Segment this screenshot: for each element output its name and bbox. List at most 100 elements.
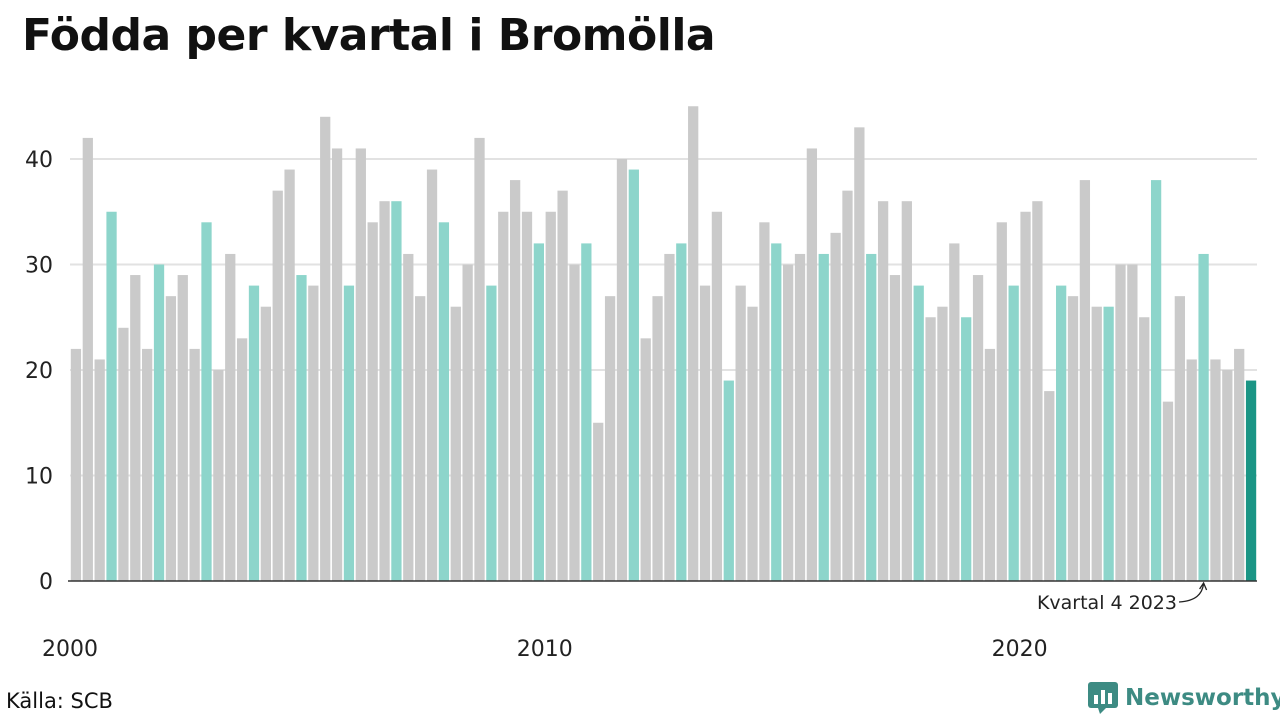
bar xyxy=(877,201,889,581)
bar xyxy=(177,275,188,581)
bars xyxy=(70,106,1257,582)
bar xyxy=(676,243,687,581)
bar xyxy=(1210,359,1221,581)
x-tick-label: 2010 xyxy=(517,637,573,662)
bar xyxy=(248,285,260,581)
bar xyxy=(711,211,723,581)
bar xyxy=(1174,296,1185,581)
bar xyxy=(794,253,806,581)
bar xyxy=(1056,285,1067,581)
bar xyxy=(925,317,936,581)
bar xyxy=(1079,180,1091,581)
newsworthy-logo-icon xyxy=(1088,682,1118,714)
annotation-arrow xyxy=(1178,583,1205,603)
bar xyxy=(391,201,402,581)
bar xyxy=(545,211,556,581)
bar xyxy=(106,211,117,581)
bar xyxy=(581,243,592,581)
bar xyxy=(1186,359,1197,581)
bar xyxy=(415,296,426,581)
bar xyxy=(153,264,165,581)
bar xyxy=(699,285,711,581)
bar xyxy=(331,148,343,581)
bar xyxy=(664,253,675,581)
bar xyxy=(260,306,271,581)
gridlines xyxy=(70,158,1257,477)
bar xyxy=(272,190,283,581)
bar xyxy=(1115,264,1126,581)
bar xyxy=(1044,391,1055,581)
bar xyxy=(438,222,450,582)
bar xyxy=(949,243,960,581)
bar xyxy=(1103,306,1114,581)
x-axis-ticks: 2000 2010 2020 xyxy=(42,637,1048,662)
bar xyxy=(130,275,141,581)
bar xyxy=(818,253,829,581)
bar xyxy=(1245,380,1257,581)
bar xyxy=(913,285,924,581)
bar xyxy=(296,275,307,581)
bar xyxy=(771,243,782,581)
bar xyxy=(1008,285,1019,581)
bar xyxy=(486,285,497,581)
source-label: Källa: SCB xyxy=(6,689,113,713)
bar xyxy=(189,348,200,581)
bar xyxy=(1162,401,1174,581)
chart-title: Födda per kvartal i Bromölla xyxy=(22,10,716,61)
x-tick-label: 2020 xyxy=(992,637,1048,662)
bar xyxy=(509,180,521,581)
annotation-arrowhead xyxy=(1199,581,1208,591)
bar xyxy=(236,338,248,581)
bar xyxy=(569,264,580,581)
bar xyxy=(462,264,473,581)
bar xyxy=(557,190,568,581)
bar xyxy=(1127,264,1138,581)
bar xyxy=(142,348,153,581)
y-tick-label: 30 xyxy=(25,254,53,279)
y-tick-label: 40 xyxy=(25,148,53,173)
bar xyxy=(747,306,758,581)
bar xyxy=(616,159,628,581)
bar xyxy=(996,222,1007,582)
bar xyxy=(735,285,746,581)
bar xyxy=(320,116,331,582)
bar xyxy=(474,137,485,581)
y-tick-label: 0 xyxy=(39,570,53,595)
bar xyxy=(889,275,901,581)
bar xyxy=(403,253,414,581)
bar xyxy=(723,380,734,581)
brand-logo: Newsworthy xyxy=(1088,682,1280,714)
bar xyxy=(94,359,105,581)
bar xyxy=(1067,296,1079,581)
bar xyxy=(343,285,355,581)
brand-name: Newsworthy xyxy=(1125,685,1280,711)
bar xyxy=(604,296,616,581)
y-axis-ticks: 0 10 20 30 40 xyxy=(25,148,53,595)
bar xyxy=(213,370,224,581)
bar xyxy=(688,106,699,581)
bar xyxy=(866,253,877,581)
bar xyxy=(961,317,972,581)
bar xyxy=(1032,201,1043,581)
bar xyxy=(972,275,984,581)
bar xyxy=(1150,180,1162,581)
bar xyxy=(355,148,366,581)
bar xyxy=(284,169,295,582)
bar xyxy=(1234,348,1245,581)
bar xyxy=(498,211,509,581)
bar xyxy=(806,148,818,581)
bar xyxy=(854,127,865,581)
bar xyxy=(1020,211,1031,581)
bar xyxy=(937,306,948,581)
bar xyxy=(1222,370,1233,581)
y-tick-label: 20 xyxy=(25,359,53,384)
bar xyxy=(640,338,651,581)
bar xyxy=(70,348,82,581)
bar xyxy=(450,306,461,581)
bar xyxy=(1091,306,1102,581)
bar xyxy=(165,296,177,581)
bar xyxy=(82,137,93,581)
annotation: Kvartal 4 2023 xyxy=(1037,581,1208,614)
bar xyxy=(593,422,604,581)
bar xyxy=(379,201,390,581)
